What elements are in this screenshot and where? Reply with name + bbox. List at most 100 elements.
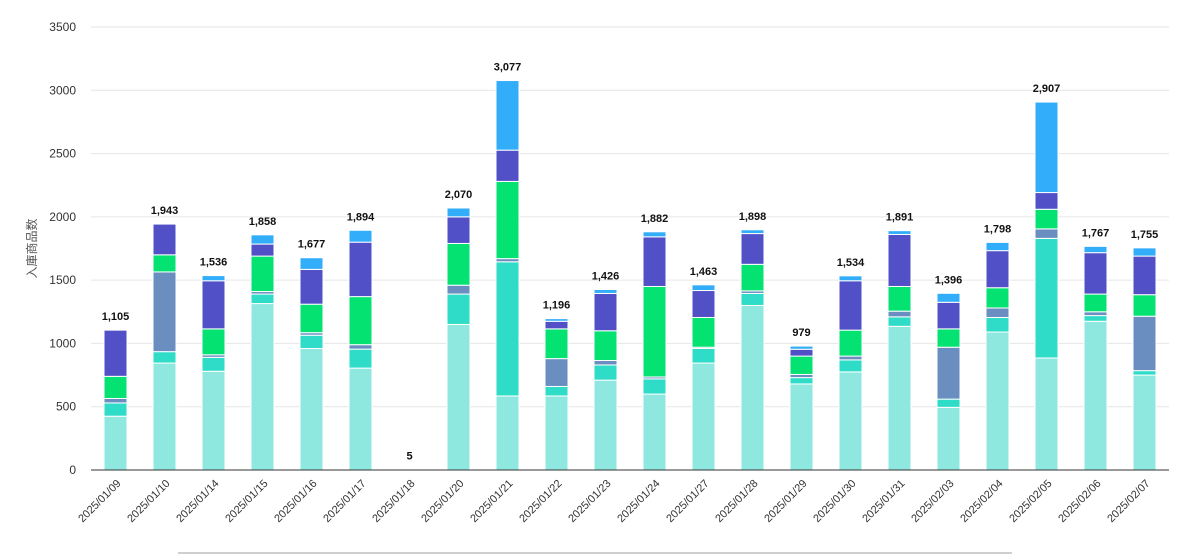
y-tick-label: 1500 [49, 273, 76, 287]
x-tick-label: 2025/01/31 [860, 478, 907, 525]
bar-total-label: 1,196 [543, 300, 571, 312]
x-tick-label: 2025/01/09 [76, 478, 123, 525]
x-tick-label: 2025/02/04 [958, 478, 1005, 525]
bar-segment-s5 [544, 318, 569, 322]
bar-segment-s0 [495, 395, 520, 471]
bar-segment-s0 [1034, 357, 1059, 471]
bar-segment-s0 [544, 395, 569, 471]
bar-segment-s4 [936, 301, 961, 330]
bar-segment-s1 [201, 356, 226, 372]
bar-segment-s4 [1083, 252, 1108, 295]
bar-segment-s4 [887, 233, 912, 287]
x-tick-label: 2025/01/22 [517, 478, 564, 525]
bar-segment-s1 [838, 359, 863, 373]
x-tick-label: 2025/02/06 [1056, 478, 1103, 525]
bar-segment-s3 [740, 263, 765, 292]
bar-segment-s0 [985, 331, 1010, 471]
bar-segment-s2 [838, 355, 863, 361]
bar-segment-s1 [152, 351, 177, 364]
bar-segment-s3 [1034, 208, 1059, 230]
bar-segment-s1 [691, 347, 716, 364]
bar-segment-s5 [887, 230, 912, 235]
bar-segment-s0 [593, 379, 618, 471]
bar-segment-s5 [838, 275, 863, 282]
y-tick-label: 1000 [49, 336, 76, 350]
bar-segment-s2 [1083, 311, 1108, 317]
bar-segment-s0 [152, 362, 177, 471]
y-tick-label: 2500 [49, 147, 76, 161]
bar-segment-s4 [103, 329, 128, 377]
bar-segment-s2 [887, 310, 912, 318]
bar-segment-s3 [593, 330, 618, 362]
bar-segment-s3 [985, 287, 1010, 309]
bar-segment-s0 [838, 371, 863, 471]
bar-segment-s1 [887, 316, 912, 327]
bar-segment-s1 [985, 316, 1010, 333]
bar-segment-s1 [250, 293, 275, 305]
y-tick-label: 500 [56, 400, 76, 414]
y-axis-title: 入庫商品数 [24, 218, 39, 278]
bar-segment-s1 [299, 334, 324, 349]
bar-total-label: 2,907 [1033, 83, 1061, 95]
bar-segment-s1 [495, 261, 520, 397]
x-tick-label: 2025/02/03 [909, 478, 956, 525]
bar-segment-s5 [593, 289, 618, 294]
bar-segment-s2 [544, 358, 569, 387]
bar-segment-s4 [789, 348, 814, 357]
bar-segment-s5 [936, 292, 961, 303]
y-tick-label: 3500 [49, 20, 76, 34]
bar-segment-s4 [642, 236, 667, 287]
bar-total-label: 1,677 [298, 239, 326, 251]
bar-stacks [103, 80, 1157, 471]
bar-segment-s4 [201, 280, 226, 330]
bar-segment-s4 [446, 216, 471, 244]
bar-segment-s0 [740, 304, 765, 471]
bar-segment-s2 [985, 307, 1010, 318]
x-tick-label: 2025/01/20 [419, 478, 466, 525]
bar-segment-s1 [446, 293, 471, 325]
bar-segment-s0 [789, 383, 814, 471]
bar-segment-s3 [152, 254, 177, 273]
bar-segment-s3 [838, 329, 863, 357]
bar-segment-s0 [348, 367, 373, 471]
bar-segment-s4 [740, 233, 765, 265]
bar-total-label: 2,070 [445, 189, 473, 201]
bar-segment-s0 [299, 347, 324, 471]
bar-total-label: 1,463 [690, 266, 718, 278]
bar-segment-s5 [1034, 101, 1059, 194]
bar-segment-s2 [348, 344, 373, 350]
x-axis-ticks: 2025/01/09 2025/01/10 2025/01/14 2025/01/15… [76, 478, 1152, 525]
y-tick-label: 2000 [49, 210, 76, 224]
bar-segment-s4 [348, 241, 373, 298]
bar-total-label: 1,891 [886, 212, 914, 224]
bar-segment-s0 [887, 325, 912, 471]
bar-segment-s2 [446, 284, 471, 295]
bar-segment-s5 [985, 241, 1010, 252]
bar-total-label: 1,798 [984, 223, 1012, 235]
bar-segment-s2 [936, 346, 961, 400]
y-tick-label: 0 [69, 463, 76, 477]
x-tick-label: 2025/01/28 [713, 478, 760, 525]
bar-segment-s5 [789, 345, 814, 350]
bar-segment-s3 [691, 316, 716, 348]
x-tick-label: 2025/01/18 [370, 478, 417, 525]
bar-segment-s1 [936, 398, 961, 408]
total-labels: 1,105 1,943 1,536 1,858 1,677 1,894 5 2,070 3,07… [102, 62, 1159, 463]
bar-segment-s0 [446, 323, 471, 471]
y-tick-label: 3000 [49, 83, 76, 97]
bar-total-label: 1,898 [739, 211, 767, 223]
bar-segment-s4 [1132, 255, 1157, 296]
x-tick-label: 2025/01/15 [223, 478, 270, 525]
bar-segment-s3 [495, 180, 520, 260]
bar-segment-s5 [691, 284, 716, 292]
x-tick-label: 2025/02/05 [1007, 478, 1054, 525]
bar-segment-s4 [593, 292, 618, 332]
bar-segment-s1 [1034, 237, 1059, 359]
x-tick-label: 2025/01/29 [762, 478, 809, 525]
bar-segment-s0 [691, 362, 716, 471]
bar-segment-s5 [250, 234, 275, 245]
bar-segment-s0 [936, 406, 961, 471]
horizontal-scrollbar[interactable] [178, 552, 1012, 554]
x-tick-label: 2025/01/10 [125, 478, 172, 525]
bar-segment-s2 [1034, 228, 1059, 239]
